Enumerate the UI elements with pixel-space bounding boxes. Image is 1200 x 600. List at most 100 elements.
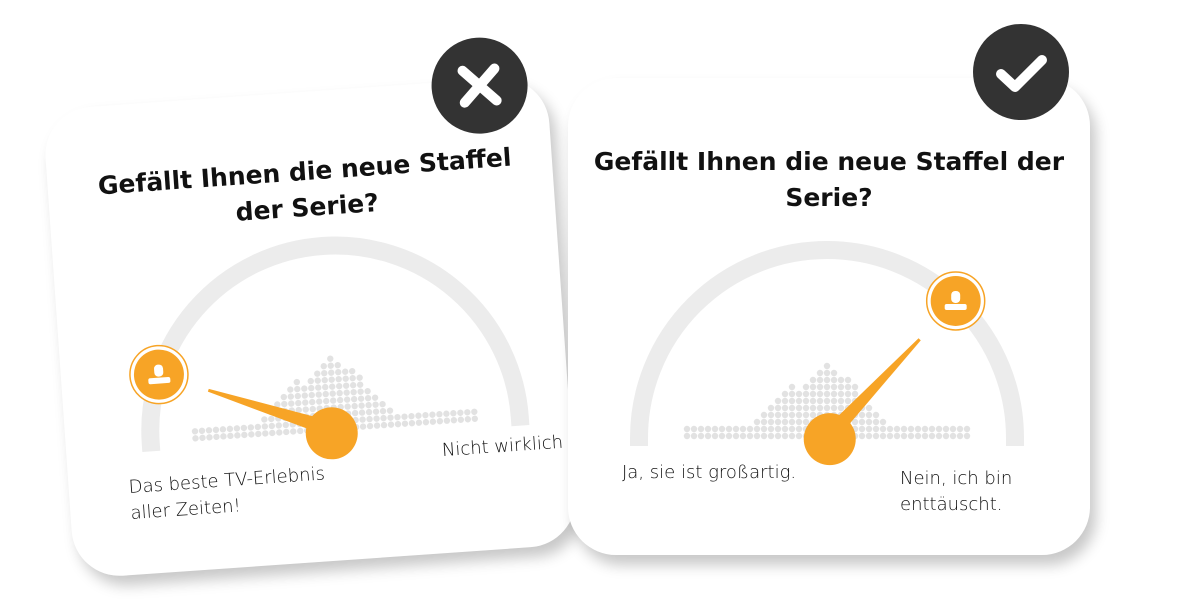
dot <box>816 397 824 405</box>
dot <box>327 362 334 369</box>
dot <box>280 393 288 401</box>
dot <box>963 432 971 440</box>
dot <box>865 425 873 433</box>
dot <box>436 411 443 418</box>
dot <box>802 383 810 391</box>
dot <box>308 391 315 399</box>
dot <box>872 418 880 426</box>
x-icon <box>457 63 502 108</box>
dot <box>302 406 309 413</box>
dot <box>240 424 248 432</box>
dot <box>858 411 866 419</box>
dot <box>344 403 351 410</box>
dot <box>365 408 373 416</box>
gauge-handle-avatar[interactable] <box>930 275 981 326</box>
dot <box>697 432 705 440</box>
dot <box>781 404 789 412</box>
dot <box>268 422 276 430</box>
dot <box>767 411 775 419</box>
dot <box>233 425 241 432</box>
dot <box>802 397 810 405</box>
dot <box>464 409 471 416</box>
survey-card-good-example: Gefällt Ihnen die neue Staffel der Serie… <box>568 24 1090 555</box>
dot <box>795 390 803 398</box>
dot <box>301 392 308 399</box>
rating-gauge[interactable] <box>42 75 579 579</box>
gauge-handle-avatar[interactable] <box>132 348 185 401</box>
dot <box>314 377 321 384</box>
dot <box>935 425 943 433</box>
dot <box>893 432 901 440</box>
user-icon <box>944 290 967 310</box>
dot <box>357 388 364 395</box>
dot <box>795 404 803 412</box>
dot <box>711 425 719 433</box>
dot <box>781 397 789 405</box>
dot <box>844 383 852 391</box>
dot <box>844 390 852 398</box>
dot <box>956 432 964 440</box>
dot <box>321 376 328 384</box>
dot <box>774 411 782 419</box>
dot <box>329 383 336 390</box>
dot <box>830 404 838 412</box>
dot <box>282 421 289 429</box>
dot <box>725 432 733 440</box>
dot <box>739 425 747 433</box>
dot <box>760 425 768 433</box>
user-icon <box>148 364 171 385</box>
dot <box>774 418 782 426</box>
dot <box>380 421 388 429</box>
dot <box>830 376 838 384</box>
dot <box>457 416 465 423</box>
dot <box>823 376 831 384</box>
dot <box>343 396 351 403</box>
dot <box>366 422 374 430</box>
survey-card-bad-example: Gefällt Ihnen die neue Staffel der Serie… <box>42 34 579 580</box>
dot <box>802 404 810 412</box>
dot <box>372 401 379 408</box>
dot <box>351 409 359 417</box>
dot <box>900 425 908 433</box>
dot <box>213 433 220 441</box>
dot <box>262 430 269 437</box>
dot <box>191 428 199 435</box>
dot <box>760 411 768 419</box>
dot <box>457 409 464 416</box>
dot <box>248 431 255 438</box>
good-example-badge <box>973 24 1069 120</box>
dot <box>816 390 824 398</box>
dot <box>327 355 334 362</box>
dot <box>774 397 782 405</box>
dot <box>830 383 838 391</box>
dot <box>254 423 262 431</box>
dot <box>401 413 408 420</box>
dot <box>308 384 315 392</box>
dot <box>422 418 430 426</box>
dot <box>823 404 831 412</box>
dot <box>471 415 479 422</box>
user-icon-head <box>154 364 164 377</box>
dot <box>942 425 950 433</box>
dot <box>294 385 301 393</box>
dot <box>287 393 295 400</box>
dot <box>342 368 349 375</box>
dot <box>294 392 301 400</box>
dot <box>283 428 290 436</box>
dot <box>886 425 894 433</box>
dot <box>415 419 423 426</box>
dot <box>942 432 950 440</box>
dot <box>268 415 275 423</box>
dot <box>858 425 866 433</box>
dot <box>309 398 316 406</box>
dot <box>350 388 357 396</box>
dot <box>732 432 740 440</box>
rating-gauge[interactable] <box>568 78 1090 555</box>
dot <box>795 432 803 440</box>
dot <box>865 411 873 419</box>
dot <box>335 368 342 376</box>
dot <box>809 376 817 384</box>
dot <box>205 427 213 434</box>
dot <box>401 420 409 427</box>
dot <box>261 423 269 430</box>
